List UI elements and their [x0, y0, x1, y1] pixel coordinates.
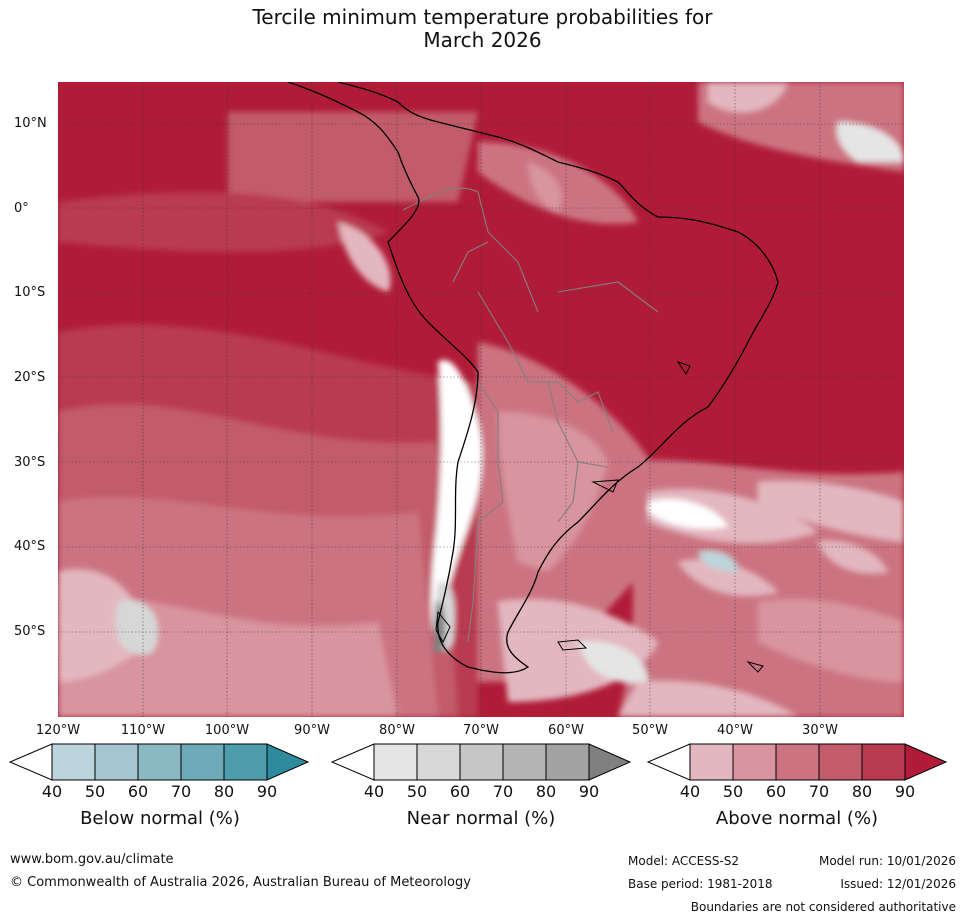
- below-segment-5: [223, 743, 268, 781]
- above-tick-60: 60: [765, 782, 787, 801]
- issued-date: Issued: 12/01/2026: [840, 877, 956, 891]
- above-tick-80: 80: [851, 782, 873, 801]
- above-normal-colorbar: [646, 743, 948, 781]
- above-segment-3: [775, 743, 820, 781]
- below-normal-colorbar: [8, 743, 310, 781]
- probability-shading: [58, 82, 904, 717]
- below-tick-40: 40: [41, 782, 63, 801]
- above-tick-40: 40: [679, 782, 701, 801]
- lon-label-90w: 90°W: [294, 723, 330, 738]
- below-segment-4: [180, 743, 225, 781]
- map-gridlines: [58, 82, 904, 717]
- above-segment-4: [818, 743, 863, 781]
- near-segment-0: [330, 743, 375, 781]
- lat-label-0: 0°: [14, 201, 29, 216]
- above-segment-5: [861, 743, 906, 781]
- lat-label-30s: 30°S: [14, 455, 46, 470]
- below-tick-50: 50: [84, 782, 106, 801]
- near-segment-5: [545, 743, 590, 781]
- country-borders: [402, 187, 659, 643]
- lon-label-120w: 120°W: [35, 723, 81, 738]
- near-tick-70: 70: [492, 782, 514, 801]
- near-segment-2: [416, 743, 461, 781]
- near-tick-90: 90: [578, 782, 600, 801]
- lat-label-10n: 10°N: [14, 116, 47, 131]
- above-tick-90: 90: [894, 782, 916, 801]
- above-normal-label: Above normal (%): [715, 808, 879, 829]
- above-segment-0: [646, 743, 691, 781]
- near-tick-80: 80: [535, 782, 557, 801]
- near-segment-1: [373, 743, 418, 781]
- boundaries-disclaimer: Boundaries are not considered authoritat…: [690, 900, 956, 914]
- near-segment-4: [502, 743, 547, 781]
- above-segment-1: [689, 743, 734, 781]
- probability-map: [58, 82, 904, 717]
- near-normal-colorbar: [330, 743, 632, 781]
- website-link[interactable]: www.bom.gov.au/climate: [10, 852, 174, 867]
- lat-label-10s: 10°S: [14, 285, 46, 300]
- lon-label-100w: 100°W: [204, 723, 250, 738]
- near-tick-50: 50: [406, 782, 428, 801]
- below-segment-3: [137, 743, 182, 781]
- below-segment-2: [94, 743, 139, 781]
- copyright-notice: © Commonwealth of Australia 2026, Austra…: [10, 875, 471, 890]
- lon-label-50w: 50°W: [632, 723, 668, 738]
- below-tick-90: 90: [256, 782, 278, 801]
- above-segment-6: [904, 743, 948, 781]
- above-tick-70: 70: [808, 782, 830, 801]
- lat-label-40s: 40°S: [14, 539, 46, 554]
- near-normal-label: Near normal (%): [406, 808, 556, 829]
- chart-title-line2: March 2026: [423, 28, 542, 52]
- base-period: Base period: 1981-2018: [628, 877, 773, 891]
- lon-label-40w: 40°W: [717, 723, 753, 738]
- chart-title-line1: Tercile minimum temperature probabilitie…: [252, 5, 713, 29]
- near-segment-6: [588, 743, 632, 781]
- lon-label-70w: 70°W: [463, 723, 499, 738]
- below-tick-70: 70: [170, 782, 192, 801]
- below-segment-6: [266, 743, 310, 781]
- model-run-date: Model run: 10/01/2026: [818, 854, 956, 868]
- below-tick-80: 80: [213, 782, 235, 801]
- below-segment-0: [8, 743, 53, 781]
- above-tick-50: 50: [722, 782, 744, 801]
- lon-label-80w: 80°W: [379, 723, 415, 738]
- below-segment-1: [51, 743, 96, 781]
- below-tick-60: 60: [127, 782, 149, 801]
- lon-label-30w: 30°W: [802, 723, 838, 738]
- near-tick-60: 60: [449, 782, 471, 801]
- model-name: Model: ACCESS-S2: [628, 854, 740, 868]
- lat-label-50s: 50°S: [14, 624, 46, 639]
- lon-label-110w: 110°W: [120, 723, 166, 738]
- near-segment-3: [459, 743, 504, 781]
- lat-label-20s: 20°S: [14, 370, 46, 385]
- island-coastlines: [435, 361, 764, 673]
- lon-label-60w: 60°W: [548, 723, 584, 738]
- above-segment-2: [732, 743, 777, 781]
- coastline: [287, 82, 779, 674]
- near-tick-40: 40: [363, 782, 385, 801]
- below-normal-label: Below normal (%): [80, 808, 240, 829]
